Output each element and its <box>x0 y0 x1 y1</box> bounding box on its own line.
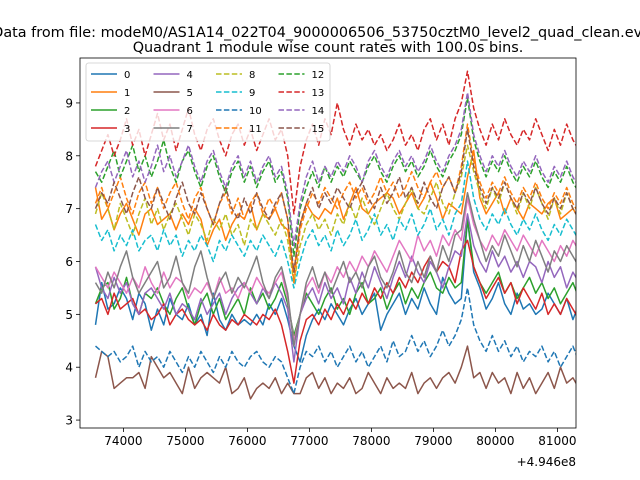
series-line-11 <box>94 123 576 284</box>
series-line-8 <box>94 144 576 284</box>
x-tick-label: 78000 <box>352 434 390 448</box>
legend-label-13: 13 <box>312 88 325 99</box>
legend-label-5: 5 <box>187 88 193 99</box>
legend-label-11: 11 <box>249 124 262 135</box>
x-tick-label: 76000 <box>228 434 266 448</box>
legend-label-10: 10 <box>249 106 262 117</box>
x-tick-label: 75000 <box>166 434 204 448</box>
legend-label-1: 1 <box>124 88 130 99</box>
legend-label-4: 4 <box>187 70 193 81</box>
figure-suptitle: Data from file: modeM0/AS1A14_022T04_900… <box>0 25 640 41</box>
y-tick-label: 5 <box>65 308 73 322</box>
series-line-9 <box>94 160 576 289</box>
legend-label-7: 7 <box>187 124 193 135</box>
legend-label-6: 6 <box>187 106 193 117</box>
axis-ticks: 74000 75000 76000 77000 78000 79000 80000 81000… <box>65 96 576 448</box>
plot-area-frame <box>79 57 577 429</box>
x-tick-label: 77000 <box>290 434 328 448</box>
legend-label-8: 8 <box>249 70 255 81</box>
y-tick-label: 9 <box>65 96 73 110</box>
legend-label-0: 0 <box>124 70 130 81</box>
series-layer <box>94 70 576 400</box>
legend-label-3: 3 <box>124 124 130 135</box>
legend-box <box>85 62 331 142</box>
legend-label-9: 9 <box>249 88 255 99</box>
series-line-14 <box>94 91 576 247</box>
series-line-15 <box>94 128 576 273</box>
y-tick-label: 3 <box>65 414 73 428</box>
x-tick-label: 74000 <box>104 434 142 448</box>
chart-title: Quadrant 1 module wise count rates with … <box>133 40 524 56</box>
series-line-10 <box>95 287 576 395</box>
legend-label-2: 2 <box>124 106 130 117</box>
y-tick-label: 7 <box>65 202 73 216</box>
series-line-3 <box>95 239 576 384</box>
y-tick-label: 6 <box>65 255 73 269</box>
series-line-5 <box>94 345 576 400</box>
legend-label-15: 15 <box>312 124 325 135</box>
series-line-0 <box>94 218 576 363</box>
legend-label-14: 14 <box>312 106 325 117</box>
series-line-7 <box>94 192 576 347</box>
y-tick-label: 4 <box>65 361 73 375</box>
x-tick-label: 81000 <box>538 434 576 448</box>
x-tick-label: 79000 <box>414 434 452 448</box>
x-tick-label: 80000 <box>476 434 514 448</box>
legend-label-12: 12 <box>312 70 325 81</box>
y-tick-label: 8 <box>65 149 73 163</box>
x-offset-label: +4.946e8 <box>517 455 576 469</box>
